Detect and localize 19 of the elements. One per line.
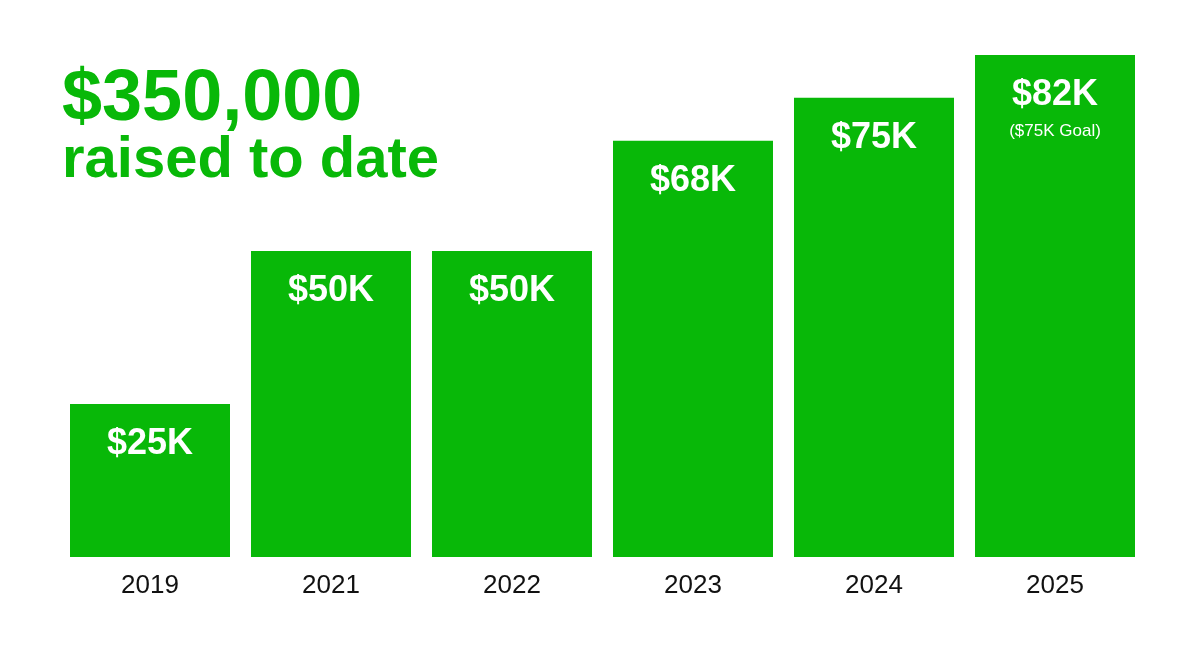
- bar: [70, 403, 230, 557]
- x-tick-label: 2025: [1026, 568, 1084, 599]
- x-tick-label: 2024: [845, 568, 903, 599]
- annotation: ($75K Goal): [1009, 121, 1101, 140]
- x-tick-label: 2019: [121, 568, 179, 599]
- bar: [432, 250, 592, 557]
- bar: [975, 55, 1135, 557]
- data-label: $75K: [830, 114, 918, 156]
- x-tick-label: 2022: [483, 568, 541, 599]
- bar: [794, 97, 954, 557]
- bar: [251, 250, 411, 557]
- data-label: $25K: [106, 420, 194, 462]
- data-label: $50K: [287, 267, 375, 309]
- data-label: $82K: [1011, 72, 1099, 113]
- x-tick-label: 2021: [302, 568, 360, 599]
- x-tick-label: 2023: [664, 568, 722, 599]
- data-label: $68K: [649, 157, 737, 199]
- data-label: $50K: [468, 267, 556, 309]
- bar: [613, 140, 773, 557]
